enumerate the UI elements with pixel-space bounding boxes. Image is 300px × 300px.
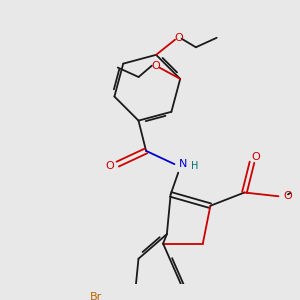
Text: O: O xyxy=(283,191,292,201)
Text: O: O xyxy=(175,33,183,43)
Text: H: H xyxy=(190,161,198,171)
Text: N: N xyxy=(179,159,188,169)
Text: O: O xyxy=(151,61,160,71)
Text: O: O xyxy=(251,152,260,162)
Text: O: O xyxy=(106,161,115,171)
Text: Br: Br xyxy=(90,292,103,300)
